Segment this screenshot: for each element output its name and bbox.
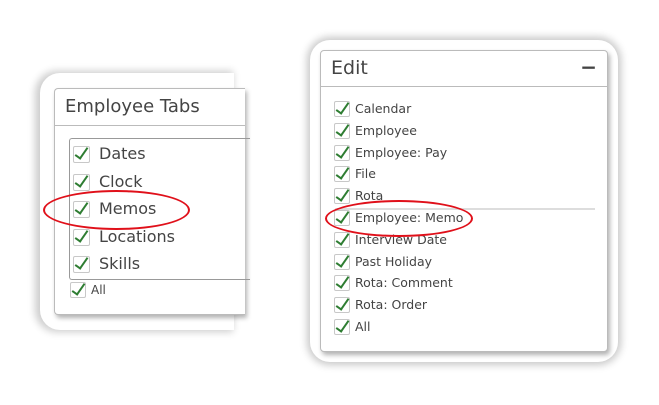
highlight-memos [43, 190, 190, 230]
panel-header [55, 89, 245, 126]
checkbox-calendar[interactable] [334, 101, 350, 117]
label-skills: Skills [99, 254, 141, 273]
label-employee: Employee [355, 122, 417, 138]
checkbox-rota-order[interactable] [334, 297, 350, 314]
panel-title: Edit [331, 57, 368, 79]
checkbox-dates[interactable] [73, 146, 90, 163]
checkbox-interview-date[interactable] [334, 231, 350, 248]
label-clock: Clock [99, 171, 143, 191]
separator [335, 208, 595, 210]
checkbox-skills[interactable] [73, 256, 90, 273]
label-employee-pay: Employee: Pay [355, 144, 448, 160]
checkbox-all-tabs[interactable] [70, 282, 86, 298]
label-all: All [355, 319, 371, 334]
highlight-employee-memo [325, 200, 473, 237]
label-locations: Locations [99, 226, 176, 246]
panel-title: Employee Tabs [65, 96, 200, 117]
checkbox-locations[interactable] [73, 228, 90, 246]
collapse-button[interactable]: − [580, 55, 597, 79]
panel-header [321, 51, 607, 87]
checkbox-rota[interactable] [334, 188, 350, 205]
checkbox-all[interactable] [334, 319, 350, 335]
label-rota-comment: Rota: Comment [355, 275, 453, 291]
checkbox-file[interactable] [334, 166, 350, 183]
label-rota: Rota [355, 188, 384, 204]
label-dates: Dates [99, 144, 146, 163]
label-past-holiday: Past Holiday [355, 253, 433, 269]
label-rota-order: Rota: Order [355, 297, 428, 313]
checkbox-clock[interactable] [73, 173, 90, 191]
label-file: File [355, 166, 376, 182]
checkbox-rota-comment[interactable] [334, 275, 350, 292]
checkbox-past-holiday[interactable] [334, 253, 350, 270]
checkbox-employee-pay[interactable] [334, 144, 350, 161]
checkbox-employee[interactable] [334, 122, 350, 139]
label-calendar: Calendar [355, 101, 412, 116]
label-all-tabs: All [91, 283, 106, 297]
